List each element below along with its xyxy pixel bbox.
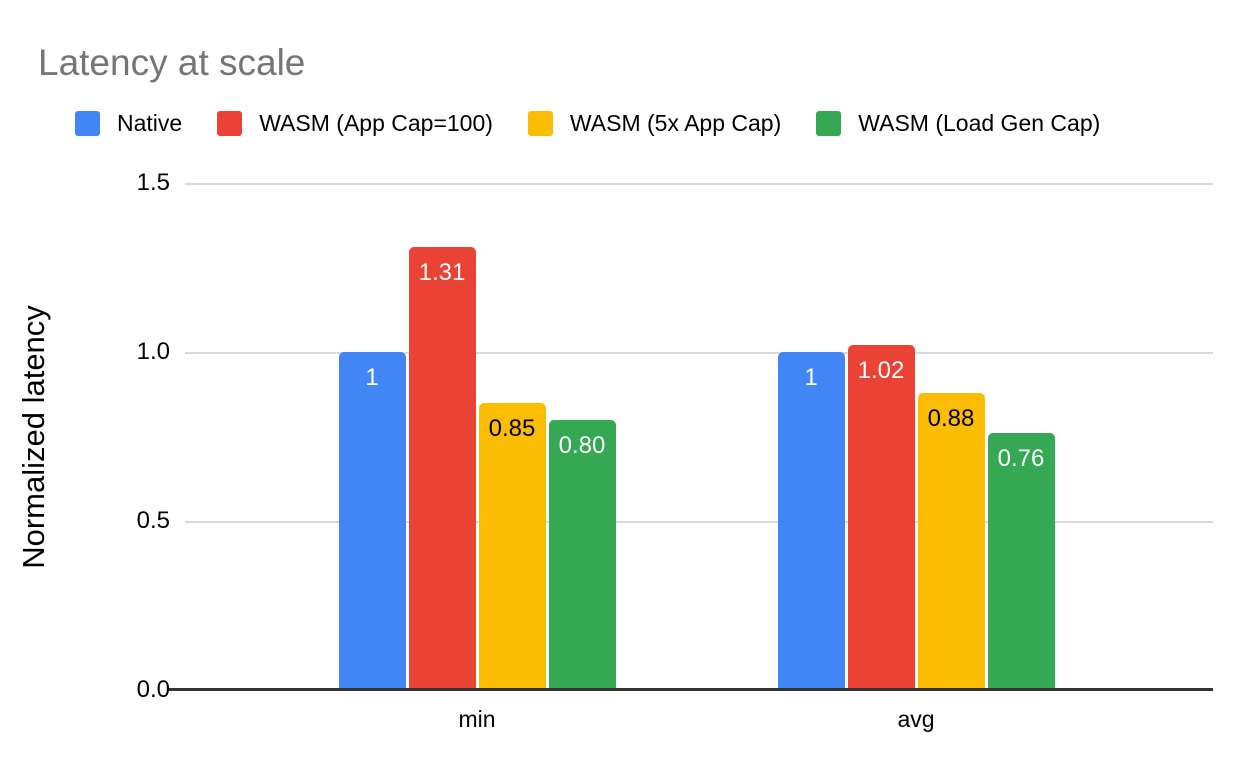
bar-avg-wasm-app-cap-100: 1.02 [847, 345, 915, 690]
bar-min-wasm-app-cap-100: 1.31 [408, 247, 476, 690]
legend-item-native: Native [75, 110, 182, 137]
bar-value-label: 1 [365, 364, 379, 391]
gridline-1.5 [185, 183, 1213, 185]
legend-item-wasm-app-cap-100: WASM (App Cap=100) [217, 110, 493, 137]
plot-area: 1 1.31 0.85 0.80 1 1.02 0.88 0.76 [185, 183, 1213, 690]
legend-swatch-wasm-app-cap-100 [217, 111, 243, 136]
bar-avg-native: 1 [777, 352, 845, 690]
bar-min-native: 1 [338, 352, 406, 690]
legend-label: WASM (5x App Cap) [569, 110, 782, 136]
x-category-label-min: min [458, 706, 496, 732]
x-category-label-avg: avg [897, 706, 935, 732]
bar-value-label: 1.02 [857, 357, 905, 385]
chart-title: Latency at scale [38, 42, 306, 83]
legend-swatch-native [75, 111, 100, 136]
legend-swatch-wasm-5x-app-cap [527, 111, 553, 136]
legend-label: WASM (App Cap=100) [259, 110, 493, 136]
bar-value-label: 0.80 [558, 431, 606, 459]
y-tick-label: 0.5 [136, 507, 170, 534]
bar-value-label: 0.76 [997, 445, 1045, 473]
legend-item-wasm-load-gen-cap: WASM (Load Gen Cap) [816, 110, 1100, 137]
bar-min-wasm-load-gen-cap: 0.80 [548, 419, 616, 690]
legend-label: Native [117, 110, 183, 136]
y-tick-label: 1.0 [136, 338, 170, 365]
y-axis-title: Normalized latency [16, 305, 51, 569]
bar-min-wasm-5x-app-cap: 0.85 [478, 402, 546, 690]
legend-item-wasm-5x-app-cap: WASM (5x App Cap) [527, 110, 782, 137]
bar-value-label: 1 [804, 364, 818, 391]
y-tick-label: 1.5 [136, 169, 170, 196]
bar-value-label: 0.88 [927, 404, 975, 432]
bar-avg-wasm-5x-app-cap: 0.88 [917, 392, 985, 690]
bar-avg-wasm-load-gen-cap: 0.76 [987, 433, 1055, 690]
bar-value-label: 1.31 [418, 259, 466, 287]
y-tick-label: 0.0 [136, 676, 170, 703]
legend-swatch-wasm-load-gen-cap [816, 111, 842, 136]
x-axis-line [168, 688, 1213, 691]
chart-legend: Native WASM (App Cap=100) WASM (5x App Cap… [75, 110, 1100, 137]
gridline-1 [185, 352, 1213, 354]
bar-value-label: 0.85 [488, 414, 536, 442]
legend-label: WASM (Load Gen Cap) [858, 110, 1101, 136]
gridline-0.5 [185, 521, 1213, 523]
